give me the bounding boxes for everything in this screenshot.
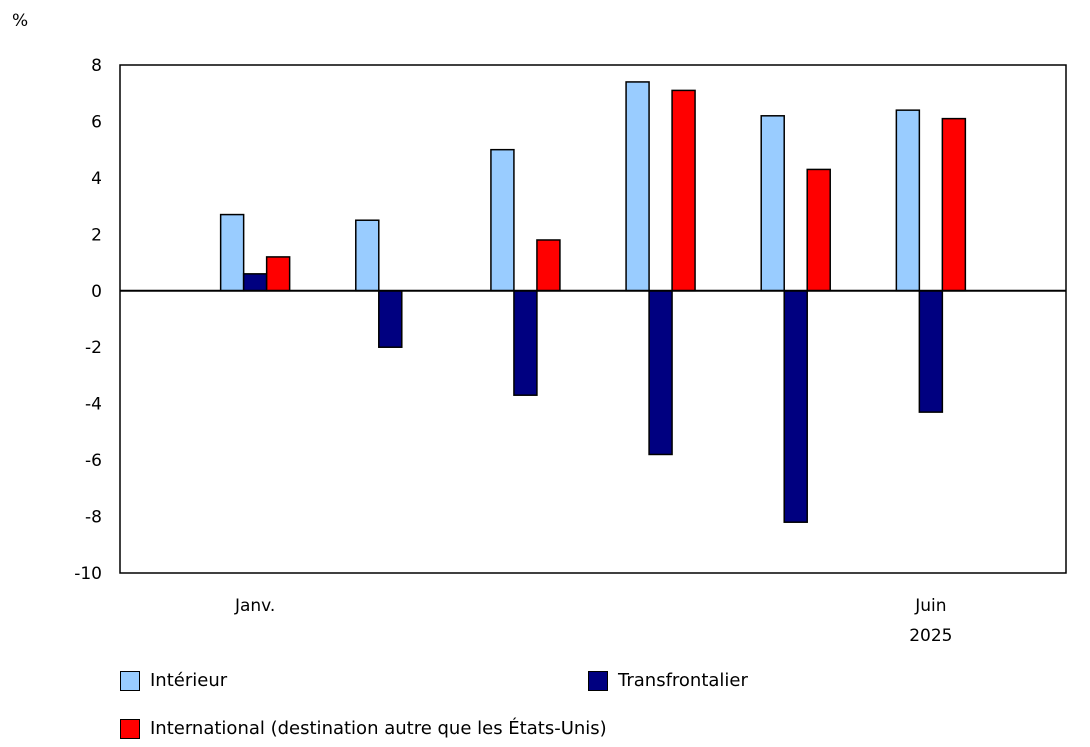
legend-item-interieur: Intérieur bbox=[120, 670, 227, 691]
x-tick-label: Janv. bbox=[234, 596, 275, 616]
legend-swatch bbox=[588, 670, 608, 691]
legend-label: International (destination autre que les… bbox=[150, 718, 607, 739]
bar bbox=[378, 290, 403, 348]
y-tick-label: -2 bbox=[85, 338, 102, 358]
y-tick-label: 0 bbox=[91, 282, 102, 302]
y-tick-label: 8 bbox=[91, 56, 102, 76]
legend-swatch bbox=[120, 670, 140, 691]
y-tick-label: -4 bbox=[85, 395, 102, 415]
legend-item-transfrontalier: Transfrontalier bbox=[588, 670, 748, 691]
y-tick-label: -8 bbox=[85, 508, 102, 528]
bar bbox=[941, 117, 967, 292]
bar bbox=[265, 256, 291, 292]
bar bbox=[513, 290, 538, 396]
bar-chart: % 8 6 4 2 0 -2 -4 -6 -8 -10 Janv. Juin 2025 bbox=[12, 11, 1067, 646]
bar bbox=[490, 148, 515, 292]
x-year-label: 2025 bbox=[909, 626, 952, 646]
legend-label: Transfrontalier bbox=[618, 670, 748, 691]
bar bbox=[918, 290, 944, 413]
bar bbox=[242, 273, 268, 292]
bar bbox=[806, 168, 831, 292]
bar bbox=[625, 81, 650, 292]
bar bbox=[648, 290, 673, 456]
bar bbox=[355, 219, 380, 292]
y-tick-label: 2 bbox=[91, 225, 102, 245]
bar bbox=[671, 89, 696, 292]
y-axis-label: % bbox=[12, 11, 28, 31]
legend-swatch bbox=[120, 718, 140, 739]
bar bbox=[760, 115, 785, 292]
y-tick-label: 6 bbox=[91, 112, 102, 132]
x-tick-label: Juin bbox=[914, 596, 946, 616]
bar bbox=[219, 213, 245, 292]
y-tick-label: -6 bbox=[85, 451, 102, 471]
y-tick-label: -10 bbox=[74, 564, 102, 584]
bar bbox=[783, 290, 808, 523]
y-tick-label: 4 bbox=[91, 169, 102, 189]
bar bbox=[536, 239, 561, 292]
plot-frame bbox=[119, 64, 1067, 574]
legend-label: Intérieur bbox=[150, 670, 228, 691]
bar bbox=[895, 109, 921, 292]
legend-item-international: International (destination autre que les… bbox=[120, 718, 607, 739]
